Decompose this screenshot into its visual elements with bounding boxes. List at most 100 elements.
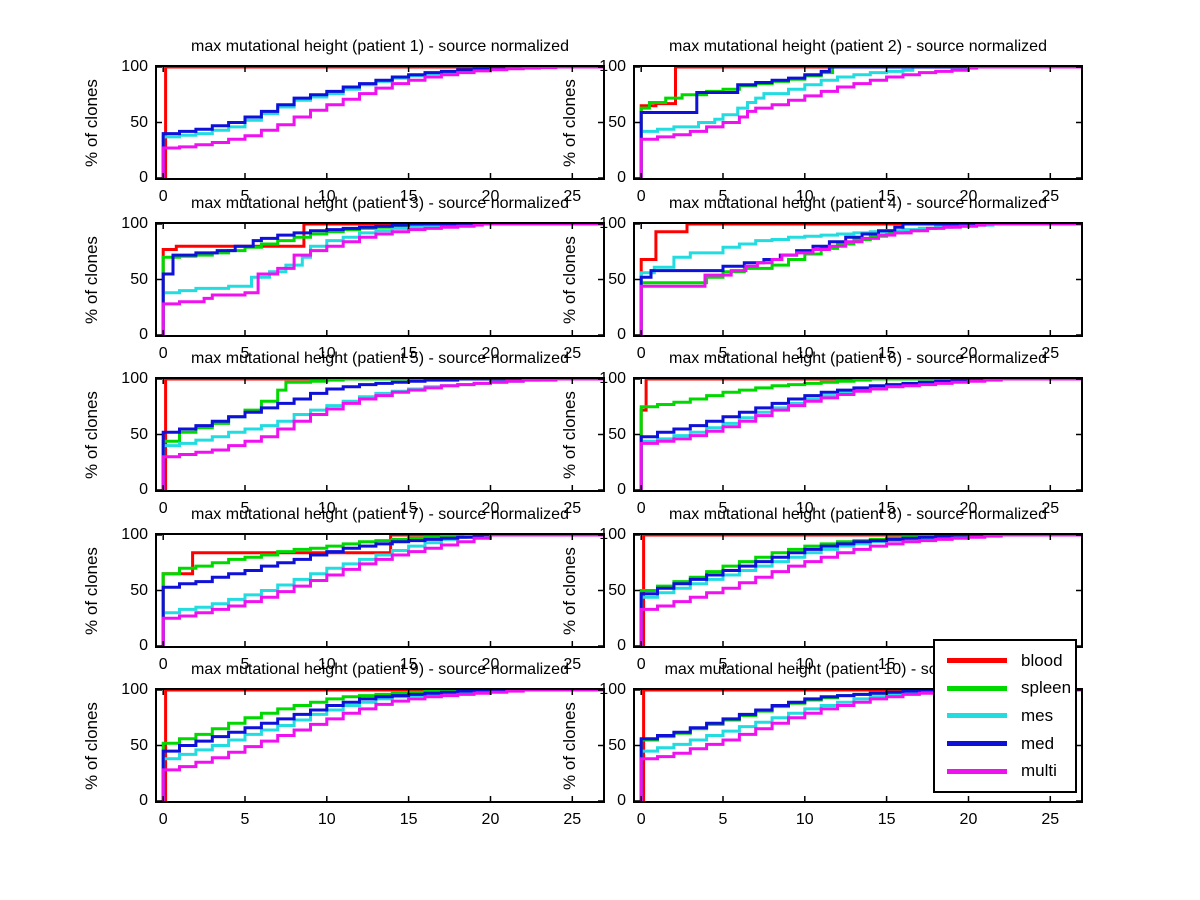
x-tick-label: 20 (959, 345, 978, 362)
axis-tick-marks (634, 534, 1082, 647)
plot-area-patient-8 (633, 533, 1083, 648)
x-tick-label: 15 (877, 345, 896, 362)
axis-box (155, 688, 605, 803)
series-mes-patient-9 (161, 688, 605, 801)
y-axis-label: % of clones (82, 235, 101, 324)
y-tick-label: 0 (139, 481, 148, 498)
x-tick-label: 0 (636, 188, 646, 205)
y-axis-label: % of clones (82, 701, 101, 790)
x-tick-label: 25 (563, 500, 582, 517)
x-tick-label: 5 (718, 188, 728, 205)
x-tick-label: 5 (718, 656, 728, 673)
axis-box (633, 533, 1083, 648)
x-tick-label: 10 (795, 656, 814, 673)
x-tick-label: 0 (158, 656, 168, 673)
y-tick-label: 100 (121, 370, 148, 387)
x-tick-label: 25 (1041, 345, 1060, 362)
x-tick-label: 5 (240, 188, 250, 205)
series-mes-patient-8 (639, 533, 1083, 646)
axis-box (155, 65, 605, 180)
series-med-patient-8 (639, 533, 1083, 646)
plot-area-patient-10 (633, 688, 1083, 803)
x-tick-label: 10 (795, 345, 814, 362)
x-tick-label: 25 (1041, 811, 1060, 828)
y-tick-label: 100 (599, 526, 626, 543)
x-tick-label: 5 (718, 345, 728, 362)
plot-title-patient-4: max mutational height (patient 4) - sour… (669, 195, 1047, 212)
plot-title-patient-7: max mutational height (patient 7) - sour… (191, 506, 569, 523)
y-tick-label: 50 (130, 736, 148, 754)
x-tick-label: 10 (795, 188, 814, 205)
y-tick-label: 100 (599, 215, 626, 232)
legend-line-sample-med (947, 741, 1007, 747)
y-tick-label: 100 (121, 526, 148, 543)
y-tick-label: 50 (608, 113, 626, 131)
legend-line-sample-spleen (947, 685, 1007, 691)
plot-area-patient-9 (155, 688, 605, 803)
series-multi-patient-7 (161, 533, 605, 646)
y-tick-label: 50 (130, 270, 148, 288)
x-tick-label: 15 (877, 188, 896, 205)
y-axis-label: % of clones (82, 78, 101, 167)
y-tick-label: 100 (599, 370, 626, 387)
x-tick-label: 20 (481, 656, 500, 673)
x-tick-label: 25 (563, 345, 582, 362)
series-multi-patient-8 (639, 533, 1083, 646)
x-tick-label: 20 (959, 188, 978, 205)
y-tick-label: 50 (130, 581, 148, 599)
x-tick-label: 15 (877, 656, 896, 673)
y-tick-label: 0 (139, 169, 148, 186)
x-tick-label: 25 (563, 656, 582, 673)
y-axis-label: % of clones (560, 701, 579, 790)
plot-title-patient-9: max mutational height (patient 9) - sour… (191, 661, 569, 678)
axis-box (633, 377, 1083, 492)
y-tick-label: 50 (130, 113, 148, 131)
y-axis-label: % of clones (82, 546, 101, 635)
x-tick-label: 25 (1041, 500, 1060, 517)
series-med-patient-2 (639, 65, 1083, 178)
x-tick-label: 15 (399, 188, 418, 205)
plot-title-patient-2: max mutational height (patient 2) - sour… (669, 38, 1047, 55)
y-axis-label: % of clones (560, 546, 579, 635)
y-tick-label: 100 (121, 215, 148, 232)
axis-tick-marks (156, 66, 604, 179)
x-tick-label: 10 (317, 656, 336, 673)
y-tick-label: 0 (139, 792, 148, 809)
series-mes-patient-2 (639, 65, 1083, 178)
series-blood-patient-3 (161, 222, 605, 335)
y-tick-label: 0 (139, 326, 148, 343)
series-multi-patient-2 (639, 65, 1083, 178)
x-tick-label: 25 (563, 811, 582, 828)
plot-title-patient-3: max mutational height (patient 3) - sour… (191, 195, 569, 212)
plot-title-patient-5: max mutational height (patient 5) - sour… (191, 350, 569, 367)
series-med-patient-9 (161, 688, 605, 801)
series-med-patient-6 (639, 377, 1083, 490)
y-tick-label: 0 (617, 637, 626, 654)
x-tick-label: 10 (317, 811, 336, 828)
x-tick-label: 15 (399, 656, 418, 673)
series-multi-patient-1 (161, 65, 605, 178)
x-tick-label: 0 (158, 345, 168, 362)
x-tick-label: 25 (1041, 188, 1060, 205)
y-tick-label: 0 (617, 481, 626, 498)
y-axis-label: % of clones (82, 390, 101, 479)
x-tick-label: 10 (317, 188, 336, 205)
plot-area-patient-2 (633, 65, 1083, 180)
x-tick-label: 20 (481, 188, 500, 205)
legend-line-sample-mes (947, 713, 1007, 719)
series-multi-patient-3 (161, 222, 605, 335)
x-tick-label: 10 (795, 500, 814, 517)
y-tick-label: 50 (608, 736, 626, 754)
plot-title-patient-8: max mutational height (patient 8) - sour… (669, 506, 1047, 523)
plot-area-patient-4 (633, 222, 1083, 337)
axis-tick-marks (156, 534, 604, 647)
x-tick-label: 10 (317, 345, 336, 362)
series-med-patient-1 (161, 65, 605, 178)
x-tick-label: 20 (481, 345, 500, 362)
series-blood-patient-7 (161, 533, 605, 646)
y-tick-label: 50 (608, 581, 626, 599)
legend-line-sample-multi (947, 768, 1007, 774)
x-tick-label: 20 (481, 500, 500, 517)
axis-tick-marks (156, 223, 604, 336)
